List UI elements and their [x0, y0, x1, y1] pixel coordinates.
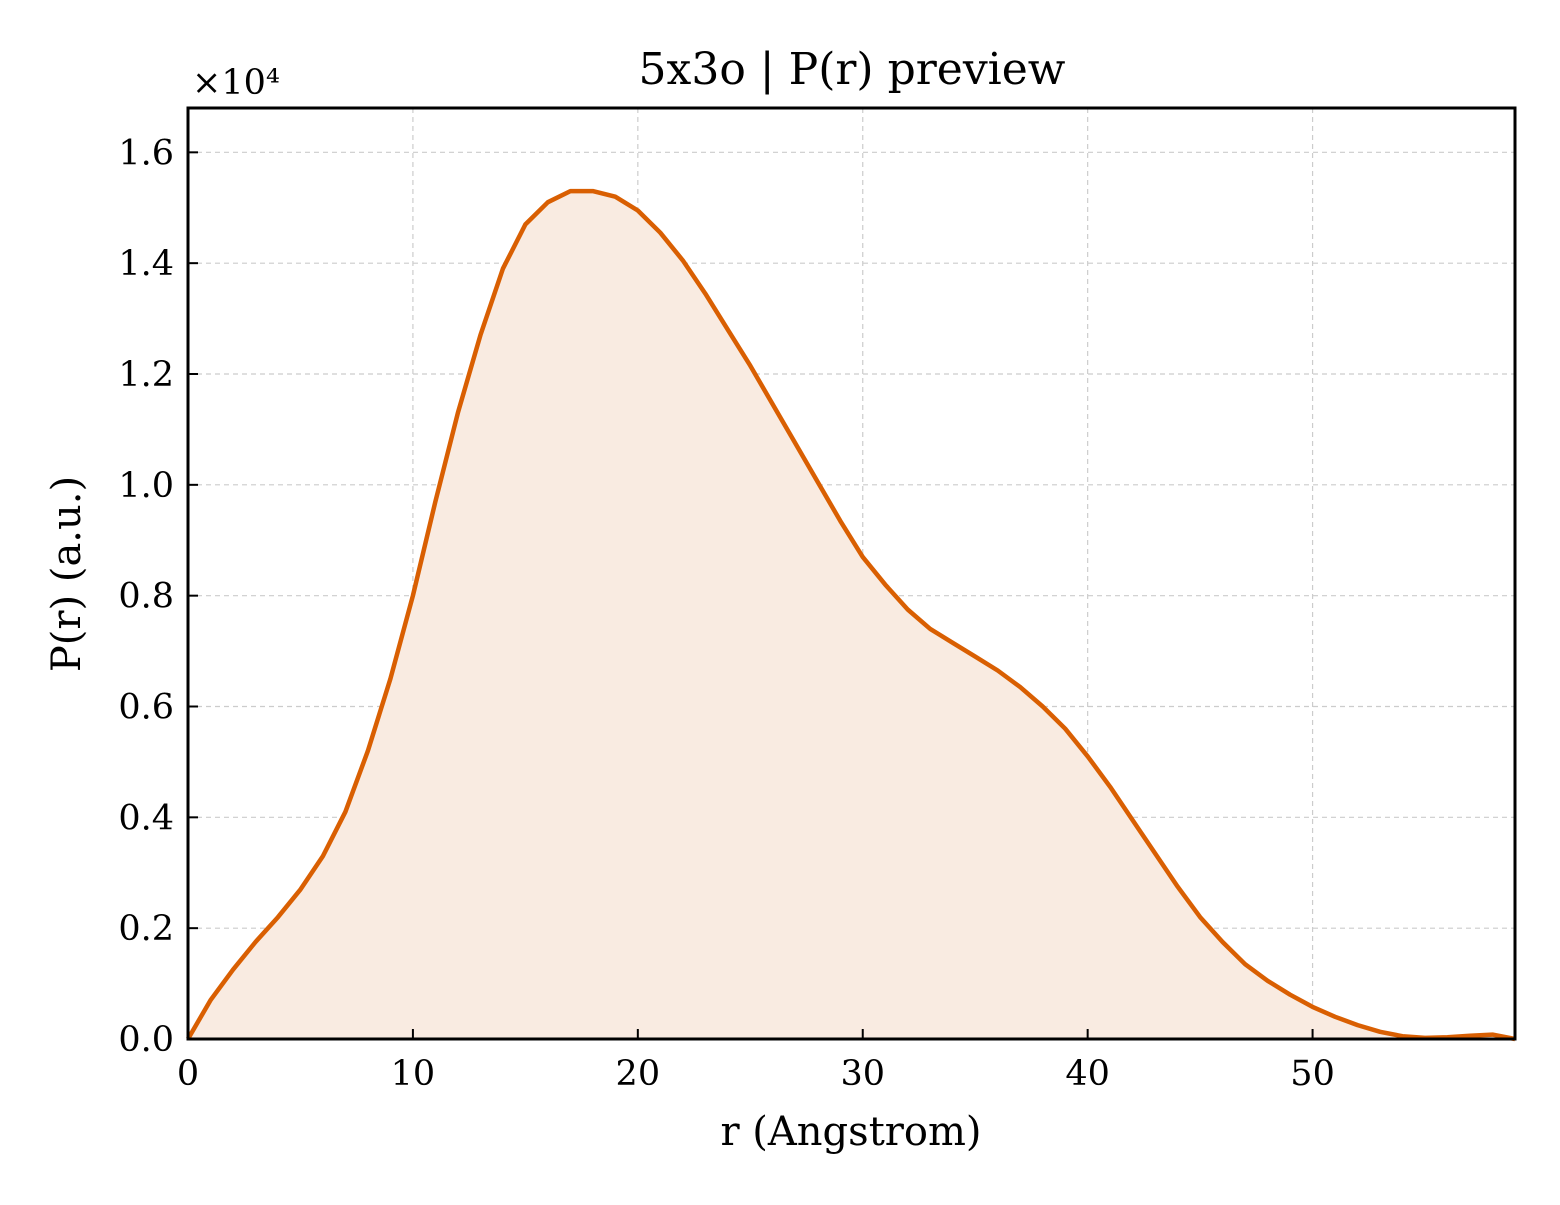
y-tick-label: 1.0: [118, 466, 174, 506]
y-tick-label: 0.0: [118, 1020, 174, 1060]
chart-title: 5x3o | P(r) preview: [639, 44, 1066, 95]
x-tick-label: 30: [840, 1054, 885, 1094]
plot-area: [186, 188, 1516, 1042]
y-tick-label: 1.4: [118, 244, 174, 284]
axes-frame: [186, 106, 1517, 1041]
y-axis-multiplier: ×10⁴: [192, 63, 280, 103]
y-tick-label: 1.2: [118, 355, 174, 395]
y-tick-label: 0.2: [118, 909, 174, 949]
y-tick-label: 0.6: [118, 688, 174, 728]
x-tick-label: 40: [1065, 1054, 1110, 1094]
pr-curve-line: [186, 188, 1516, 1042]
y-tick-label: 1.6: [118, 133, 174, 173]
x-tick-label: 50: [1290, 1054, 1335, 1094]
pr-area-fill: [188, 191, 1515, 1040]
y-tick-label: 0.8: [118, 577, 174, 617]
x-tick-label: 0: [177, 1054, 199, 1094]
x-tick-label: 20: [616, 1054, 661, 1094]
axis-ticks: 0 10 20 30 40 50 0.0 0.2 0.4 0.6 0.8 1.0 1.2 1.4 1.6: [118, 133, 1335, 1094]
y-axis-label: P(r) (a.u.): [44, 476, 90, 672]
y-tick-label: 0.4: [118, 798, 174, 838]
x-tick-label: 10: [391, 1054, 436, 1094]
x-axis-label: r (Angstrom): [720, 1109, 981, 1155]
